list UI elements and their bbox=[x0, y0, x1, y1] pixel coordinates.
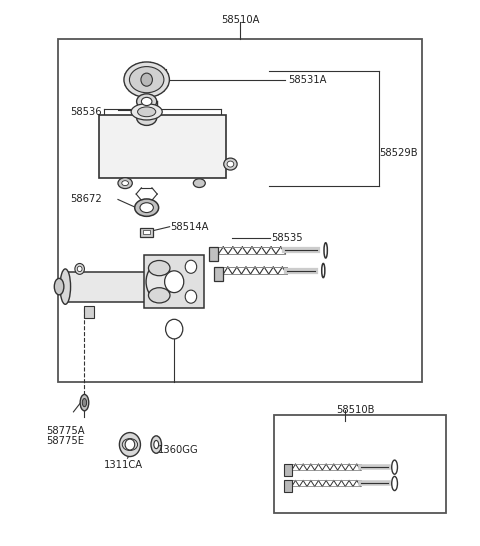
Bar bbox=[214, 267, 223, 281]
Ellipse shape bbox=[138, 107, 156, 117]
Ellipse shape bbox=[131, 104, 162, 120]
Bar bbox=[284, 464, 292, 476]
Ellipse shape bbox=[146, 264, 172, 299]
Text: 58531A: 58531A bbox=[288, 75, 326, 85]
Bar bbox=[274, 414, 446, 513]
Text: 1311CA: 1311CA bbox=[104, 460, 143, 470]
Text: 58536: 58536 bbox=[70, 108, 102, 117]
Ellipse shape bbox=[137, 94, 157, 109]
Ellipse shape bbox=[54, 278, 64, 295]
Ellipse shape bbox=[80, 394, 89, 411]
Ellipse shape bbox=[193, 179, 205, 187]
Ellipse shape bbox=[392, 460, 397, 474]
Text: 58514A: 58514A bbox=[170, 222, 209, 232]
Circle shape bbox=[75, 264, 84, 274]
Circle shape bbox=[120, 432, 141, 456]
Circle shape bbox=[77, 266, 82, 272]
Ellipse shape bbox=[122, 181, 129, 186]
Ellipse shape bbox=[154, 441, 158, 449]
Bar bbox=[284, 480, 292, 492]
Ellipse shape bbox=[224, 158, 237, 170]
Bar bbox=[58, 39, 422, 382]
Ellipse shape bbox=[140, 203, 154, 212]
Text: 58775A: 58775A bbox=[46, 426, 85, 436]
Circle shape bbox=[165, 271, 184, 293]
Ellipse shape bbox=[151, 436, 161, 453]
Ellipse shape bbox=[227, 161, 234, 167]
Circle shape bbox=[185, 290, 197, 303]
Text: 58529B: 58529B bbox=[379, 148, 418, 158]
Circle shape bbox=[185, 260, 197, 274]
Bar bbox=[65, 272, 154, 301]
Text: 1360GG: 1360GG bbox=[157, 445, 198, 455]
Text: 58510B: 58510B bbox=[336, 405, 374, 416]
Ellipse shape bbox=[148, 260, 170, 276]
Ellipse shape bbox=[137, 110, 157, 126]
Text: 58672: 58672 bbox=[70, 194, 102, 205]
Circle shape bbox=[166, 319, 183, 339]
Ellipse shape bbox=[130, 67, 164, 93]
Bar bbox=[144, 255, 204, 308]
Bar bbox=[209, 247, 218, 261]
Ellipse shape bbox=[322, 264, 325, 277]
Bar bbox=[84, 306, 94, 318]
Circle shape bbox=[141, 73, 153, 86]
Ellipse shape bbox=[148, 288, 170, 303]
Ellipse shape bbox=[124, 62, 169, 97]
Ellipse shape bbox=[142, 97, 152, 105]
Ellipse shape bbox=[392, 477, 397, 490]
Text: 58510A: 58510A bbox=[221, 15, 259, 25]
Ellipse shape bbox=[149, 272, 159, 301]
Ellipse shape bbox=[82, 399, 86, 407]
Ellipse shape bbox=[324, 243, 327, 258]
Circle shape bbox=[125, 439, 135, 450]
Text: 58535: 58535 bbox=[271, 233, 303, 242]
Bar bbox=[144, 230, 150, 234]
Ellipse shape bbox=[135, 199, 158, 216]
Bar bbox=[99, 115, 226, 177]
Bar bbox=[140, 228, 154, 236]
Text: 58775E: 58775E bbox=[46, 436, 84, 446]
Ellipse shape bbox=[118, 177, 132, 188]
Ellipse shape bbox=[60, 269, 71, 304]
